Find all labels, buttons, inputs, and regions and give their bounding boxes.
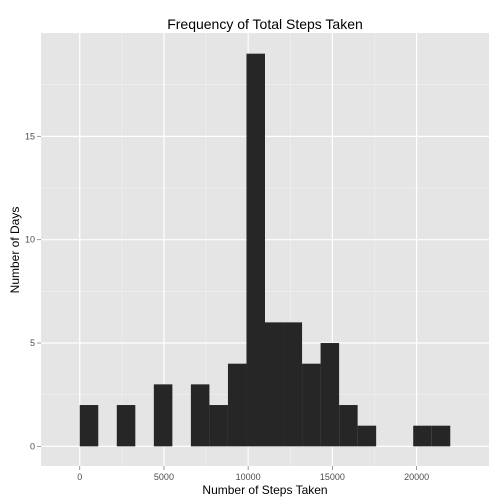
- histogram-bar: [320, 343, 340, 447]
- y-tick-label: 15: [25, 131, 35, 141]
- histogram-bar: [116, 405, 136, 447]
- histogram-bar: [153, 384, 173, 447]
- histogram-bar: [431, 425, 451, 447]
- histogram-bar: [302, 363, 321, 447]
- x-axis-ticks: 0 5000 10000 15000 20000: [77, 466, 429, 482]
- histogram-bar: [209, 405, 228, 447]
- y-tick-label: 10: [25, 235, 35, 245]
- y-tick-label: 0: [30, 441, 35, 451]
- histogram-bar: [79, 405, 99, 447]
- x-tick-label: 0: [77, 472, 82, 482]
- x-tick-label: 20000: [404, 472, 429, 482]
- histogram-bar: [339, 405, 358, 447]
- bars: [79, 53, 451, 447]
- x-tick-label: 10000: [236, 472, 261, 482]
- y-axis-label: Number of Days: [8, 207, 22, 294]
- histogram-bar: [413, 425, 432, 447]
- histogram-bar: [357, 425, 377, 447]
- histogram-bar: [265, 322, 284, 447]
- histogram-bar: [246, 53, 265, 447]
- y-axis-ticks: 0 5 10 15: [25, 131, 41, 451]
- x-tick-label: 15000: [320, 472, 345, 482]
- x-tick-label: 5000: [154, 472, 174, 482]
- histogram-bar: [227, 363, 247, 447]
- histogram-bar: [190, 384, 210, 447]
- histogram-bar: [283, 322, 303, 447]
- y-tick-label: 5: [30, 338, 35, 348]
- chart-title: Frequency of Total Steps Taken: [167, 16, 363, 32]
- x-axis-label: Number of Steps Taken: [202, 483, 327, 497]
